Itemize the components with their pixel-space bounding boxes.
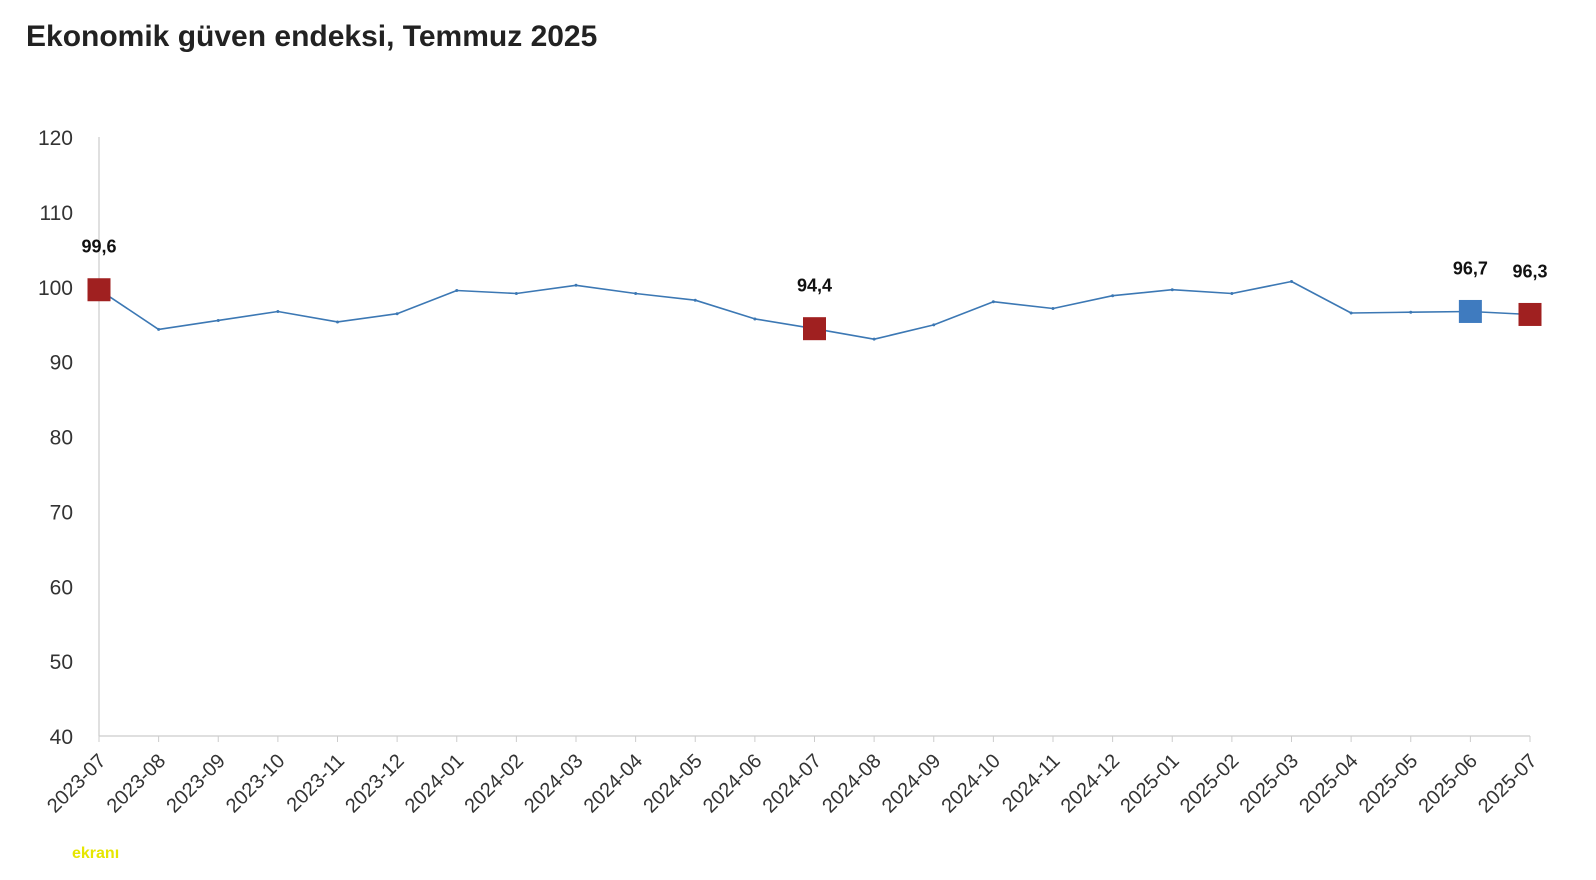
x-tick-label: 2025-04: [1295, 750, 1362, 817]
y-tick-label: 100: [38, 277, 73, 300]
data-label: 96,7: [1453, 258, 1488, 278]
data-point: [991, 300, 995, 304]
data-label: 94,4: [797, 276, 832, 296]
highlight-marker: [87, 278, 111, 302]
x-tick-label: 2024-02: [460, 750, 527, 817]
y-tick-label: 50: [50, 651, 73, 674]
x-tick-label: 2025-01: [1116, 750, 1183, 817]
data-point: [1290, 280, 1293, 284]
data-point: [574, 283, 578, 287]
x-tick-label: 2024-03: [520, 750, 587, 817]
x-tick-label: 2025-05: [1355, 750, 1422, 817]
highlight-marker: [803, 317, 826, 341]
data-point: [753, 317, 757, 321]
x-tick-label: 2024-07: [759, 750, 826, 817]
data-label: 99,6: [81, 237, 116, 257]
data-point: [932, 323, 936, 327]
highlight-markers: 99,6 94,4 96,7 96,3: [81, 237, 1548, 341]
x-tick-label: 2024-12: [1057, 750, 1124, 817]
x-tick-label: 2024-06: [699, 750, 766, 817]
highlight-marker: [1458, 299, 1482, 323]
data-point: [1349, 311, 1353, 315]
x-tick-label: 2024-04: [580, 750, 647, 817]
y-tick-label: 80: [50, 427, 73, 450]
y-tick-label: 70: [50, 501, 73, 524]
data-label: 96,3: [1512, 261, 1547, 281]
x-tick-label: 2024-11: [998, 750, 1064, 816]
data-point: [693, 298, 697, 302]
x-tick-label: 2024-01: [401, 750, 468, 817]
x-axis: 2023-072023-082023-092023-102023-112023-…: [43, 735, 1542, 817]
data-point: [872, 337, 876, 341]
x-tick-label: 2023-11: [283, 750, 349, 816]
data-point: [276, 309, 280, 313]
y-axis: 40 50 60 70 80 90 100 110 120: [38, 127, 100, 749]
x-tick-label: 2023-10: [222, 750, 289, 817]
x-tick-label: 2023-07: [43, 750, 110, 817]
data-point: [395, 312, 399, 316]
data-point: [1230, 291, 1234, 295]
x-tick-label: 2024-08: [818, 750, 885, 817]
x-tick-label: 2024-09: [878, 750, 945, 817]
y-tick-label: 120: [38, 127, 73, 150]
data-point: [216, 318, 220, 322]
x-tick-label: 2023-12: [341, 750, 408, 817]
data-point: [336, 320, 339, 324]
x-tick-label: 2024-05: [639, 750, 706, 817]
data-point: [514, 291, 518, 295]
y-tick-label: 110: [40, 202, 73, 225]
data-point: [157, 327, 161, 331]
data-point: [1051, 306, 1055, 310]
x-tick-label: 2025-07: [1474, 750, 1541, 817]
data-point: [634, 291, 638, 295]
y-tick-label: 90: [50, 352, 73, 375]
y-tick-label: 60: [50, 576, 73, 599]
x-tick-label: 2025-06: [1414, 750, 1481, 817]
data-point: [1170, 288, 1174, 292]
x-tick-label: 2024-10: [937, 750, 1004, 817]
x-tick-label: 2023-08: [103, 750, 170, 817]
chart-title: Ekonomik güven endeksi, Temmuz 2025: [26, 20, 598, 53]
highlight-marker: [1518, 302, 1542, 326]
y-tick-label: 40: [50, 726, 73, 749]
data-point: [455, 288, 459, 292]
x-tick-label: 2025-02: [1176, 750, 1243, 817]
data-point: [1409, 310, 1413, 314]
x-tick-label: 2023-09: [162, 750, 229, 817]
x-tick-label: 2025-03: [1236, 750, 1303, 817]
watermark-logo: ekranı: [72, 845, 120, 862]
data-point: [1111, 294, 1115, 298]
